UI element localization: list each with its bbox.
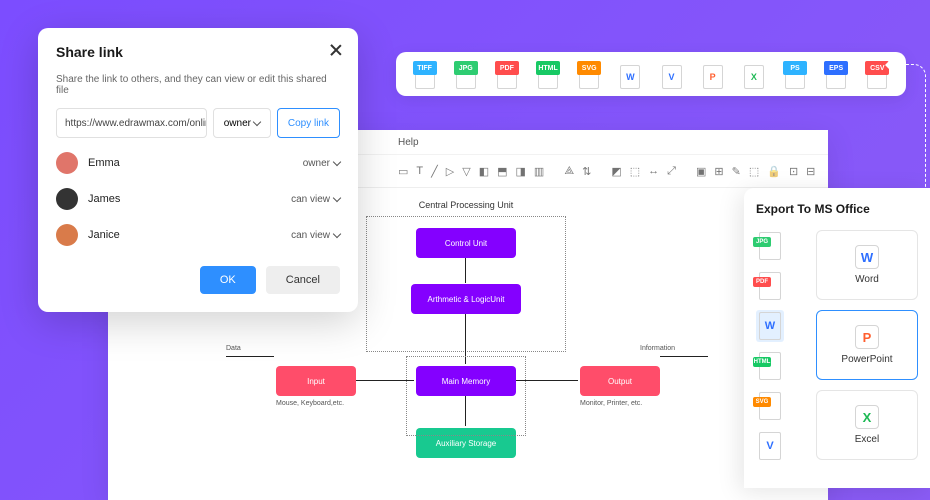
label-output-sub: Monitor, Printer, etc. [580,400,642,407]
export-format-w[interactable]: W [756,310,784,342]
format-p[interactable]: P [698,57,728,91]
tool-icon[interactable]: ▽ [462,163,470,179]
format-eps[interactable]: EPS [821,57,851,91]
tool-icon[interactable]: ◩ [611,163,621,179]
export-format-jpg[interactable]: JPG [756,230,784,262]
arrow [465,258,466,283]
copy-link-button[interactable]: Copy link [277,108,340,138]
export-panel: Export To MS Office JPG PDF W HTML SVG V WWord… [744,188,930,488]
format-jpg[interactable]: JPG [451,57,481,91]
export-title: Export To MS Office [756,202,918,216]
tool-icon[interactable]: ✎ [732,163,741,179]
link-permission-select[interactable]: owner [213,108,271,138]
share-description: Share the link to others, and they can v… [56,74,340,96]
tool-icon[interactable]: ▣ [696,163,706,179]
avatar [56,152,78,174]
tool-icon[interactable]: ⤢ [667,163,676,179]
memory-container-box [406,356,526,436]
cancel-button[interactable]: Cancel [266,266,340,294]
format-v[interactable]: V [657,57,687,91]
powerpoint-icon: P [855,325,879,349]
tool-icon[interactable]: ⬚ [749,163,759,179]
format-pdf[interactable]: PDF [492,57,522,91]
node-input[interactable]: Input [276,366,356,396]
format-x[interactable]: X [739,57,769,91]
export-card-word[interactable]: WWord [816,230,918,300]
menu-help[interactable]: Help [398,137,419,148]
user-name: James [88,193,291,205]
user-row: James can view [56,188,340,210]
arrow [660,356,708,357]
share-dialog: Share link Share the link to others, and… [38,28,358,312]
tool-icon[interactable]: ⇅ [582,163,591,179]
user-permission-select[interactable]: can view [291,230,340,241]
tool-icon[interactable]: ⟁ [564,163,574,179]
format-html[interactable]: HTML [533,57,563,91]
format-ps[interactable]: PS [780,57,810,91]
close-icon[interactable] [328,42,344,58]
format-svg[interactable]: SVG [574,57,604,91]
tool-icon[interactable]: ⊟ [806,163,815,179]
user-name: Emma [88,157,303,169]
tool-icon[interactable]: ⬒ [497,163,507,179]
tool-icon[interactable]: ⊡ [789,163,798,179]
tool-icon[interactable]: T [416,163,423,179]
share-url-input[interactable]: https://www.edrawmax.com/online/fil [56,108,207,138]
tool-icon[interactable]: ▥ [534,163,544,179]
export-format-pdf[interactable]: PDF [756,270,784,302]
tool-icon[interactable]: ◧ [479,163,489,179]
arrow [226,356,274,357]
user-row: Emma owner [56,152,340,174]
export-card-excel[interactable]: XExcel [816,390,918,460]
share-title: Share link [56,44,340,60]
tool-icon[interactable]: ◨ [516,163,526,179]
diagram-title: Central Processing Unit [376,200,556,210]
tool-icon[interactable]: 🔒 [767,163,781,179]
tool-icon[interactable]: ⬚ [630,163,640,179]
label-input-sub: Mouse, Keyboard,etc. [276,400,344,407]
excel-icon: X [855,405,879,429]
tool-icon[interactable]: ╱ [431,163,438,179]
word-icon: W [855,245,879,269]
export-card-powerpoint[interactable]: PPowerPoint [816,310,918,380]
label-info: Information [640,345,675,352]
format-tiff[interactable]: TIFF [410,57,440,91]
user-name: Janice [88,229,291,241]
tool-icon[interactable]: ▭ [398,163,408,179]
node-output[interactable]: Output [580,366,660,396]
format-w[interactable]: W [615,57,645,91]
node-alu[interactable]: Arthmetic & LogicUnit [411,284,521,314]
format-bar: TIFFJPGPDFHTMLSVGWVPXPSEPSCSV [396,52,906,96]
label-data: Data [226,345,241,352]
node-control-unit[interactable]: Control Unit [416,228,516,258]
user-row: Janice can view [56,224,340,246]
user-permission-select[interactable]: can view [291,194,340,205]
tool-icon[interactable]: ⊞ [714,163,723,179]
avatar [56,224,78,246]
user-permission-select[interactable]: owner [303,158,340,169]
export-format-v[interactable]: V [756,430,784,462]
export-format-html[interactable]: HTML [756,350,784,382]
ok-button[interactable]: OK [200,266,256,294]
tool-icon[interactable]: ▷ [446,163,454,179]
export-format-svg[interactable]: SVG [756,390,784,422]
avatar [56,188,78,210]
connector-arrow [886,64,926,204]
tool-icon[interactable]: ↔ [648,163,659,179]
